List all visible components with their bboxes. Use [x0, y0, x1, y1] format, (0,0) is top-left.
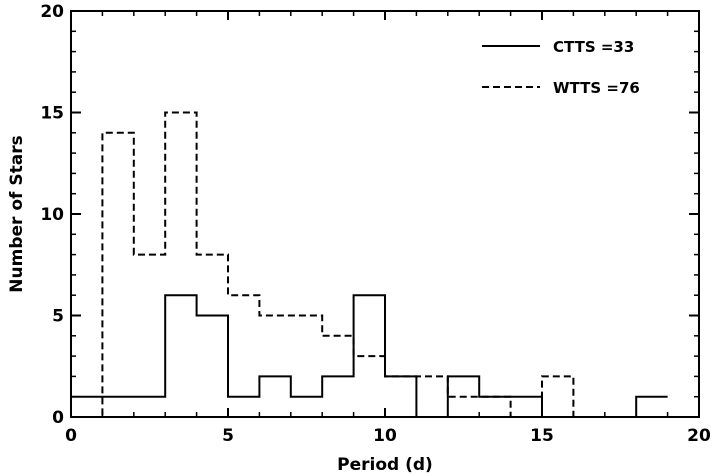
y-tick-label: 15 [40, 104, 64, 124]
series-ctts-step-line [71, 294, 668, 418]
legend-label-ctts: CTTS =33 [553, 38, 634, 56]
x-tick-label: 10 [373, 426, 397, 446]
legend-label-wtts: WTTS =76 [553, 79, 640, 97]
x-axis-title: Period (d) [337, 455, 433, 475]
legend: CTTS =33 WTTS =76 [482, 38, 640, 97]
x-tick-labels: 0 5 10 15 20 [65, 426, 711, 446]
y-tick-label: 20 [40, 2, 64, 22]
axis-ticks [70, 10, 700, 418]
y-tick-label: 10 [40, 205, 64, 225]
x-tick-label: 20 [687, 426, 711, 446]
series-wtts-step-line [71, 111, 668, 418]
y-tick-labels: 0 5 10 15 20 [40, 2, 64, 428]
y-axis-title: Number of Stars [7, 135, 27, 292]
x-tick-label: 0 [65, 426, 77, 446]
x-tick-label: 5 [222, 426, 234, 446]
x-tick-label: 15 [530, 426, 554, 446]
y-tick-label: 0 [52, 408, 64, 428]
y-tick-label: 5 [52, 307, 64, 327]
series-layer [71, 111, 668, 418]
